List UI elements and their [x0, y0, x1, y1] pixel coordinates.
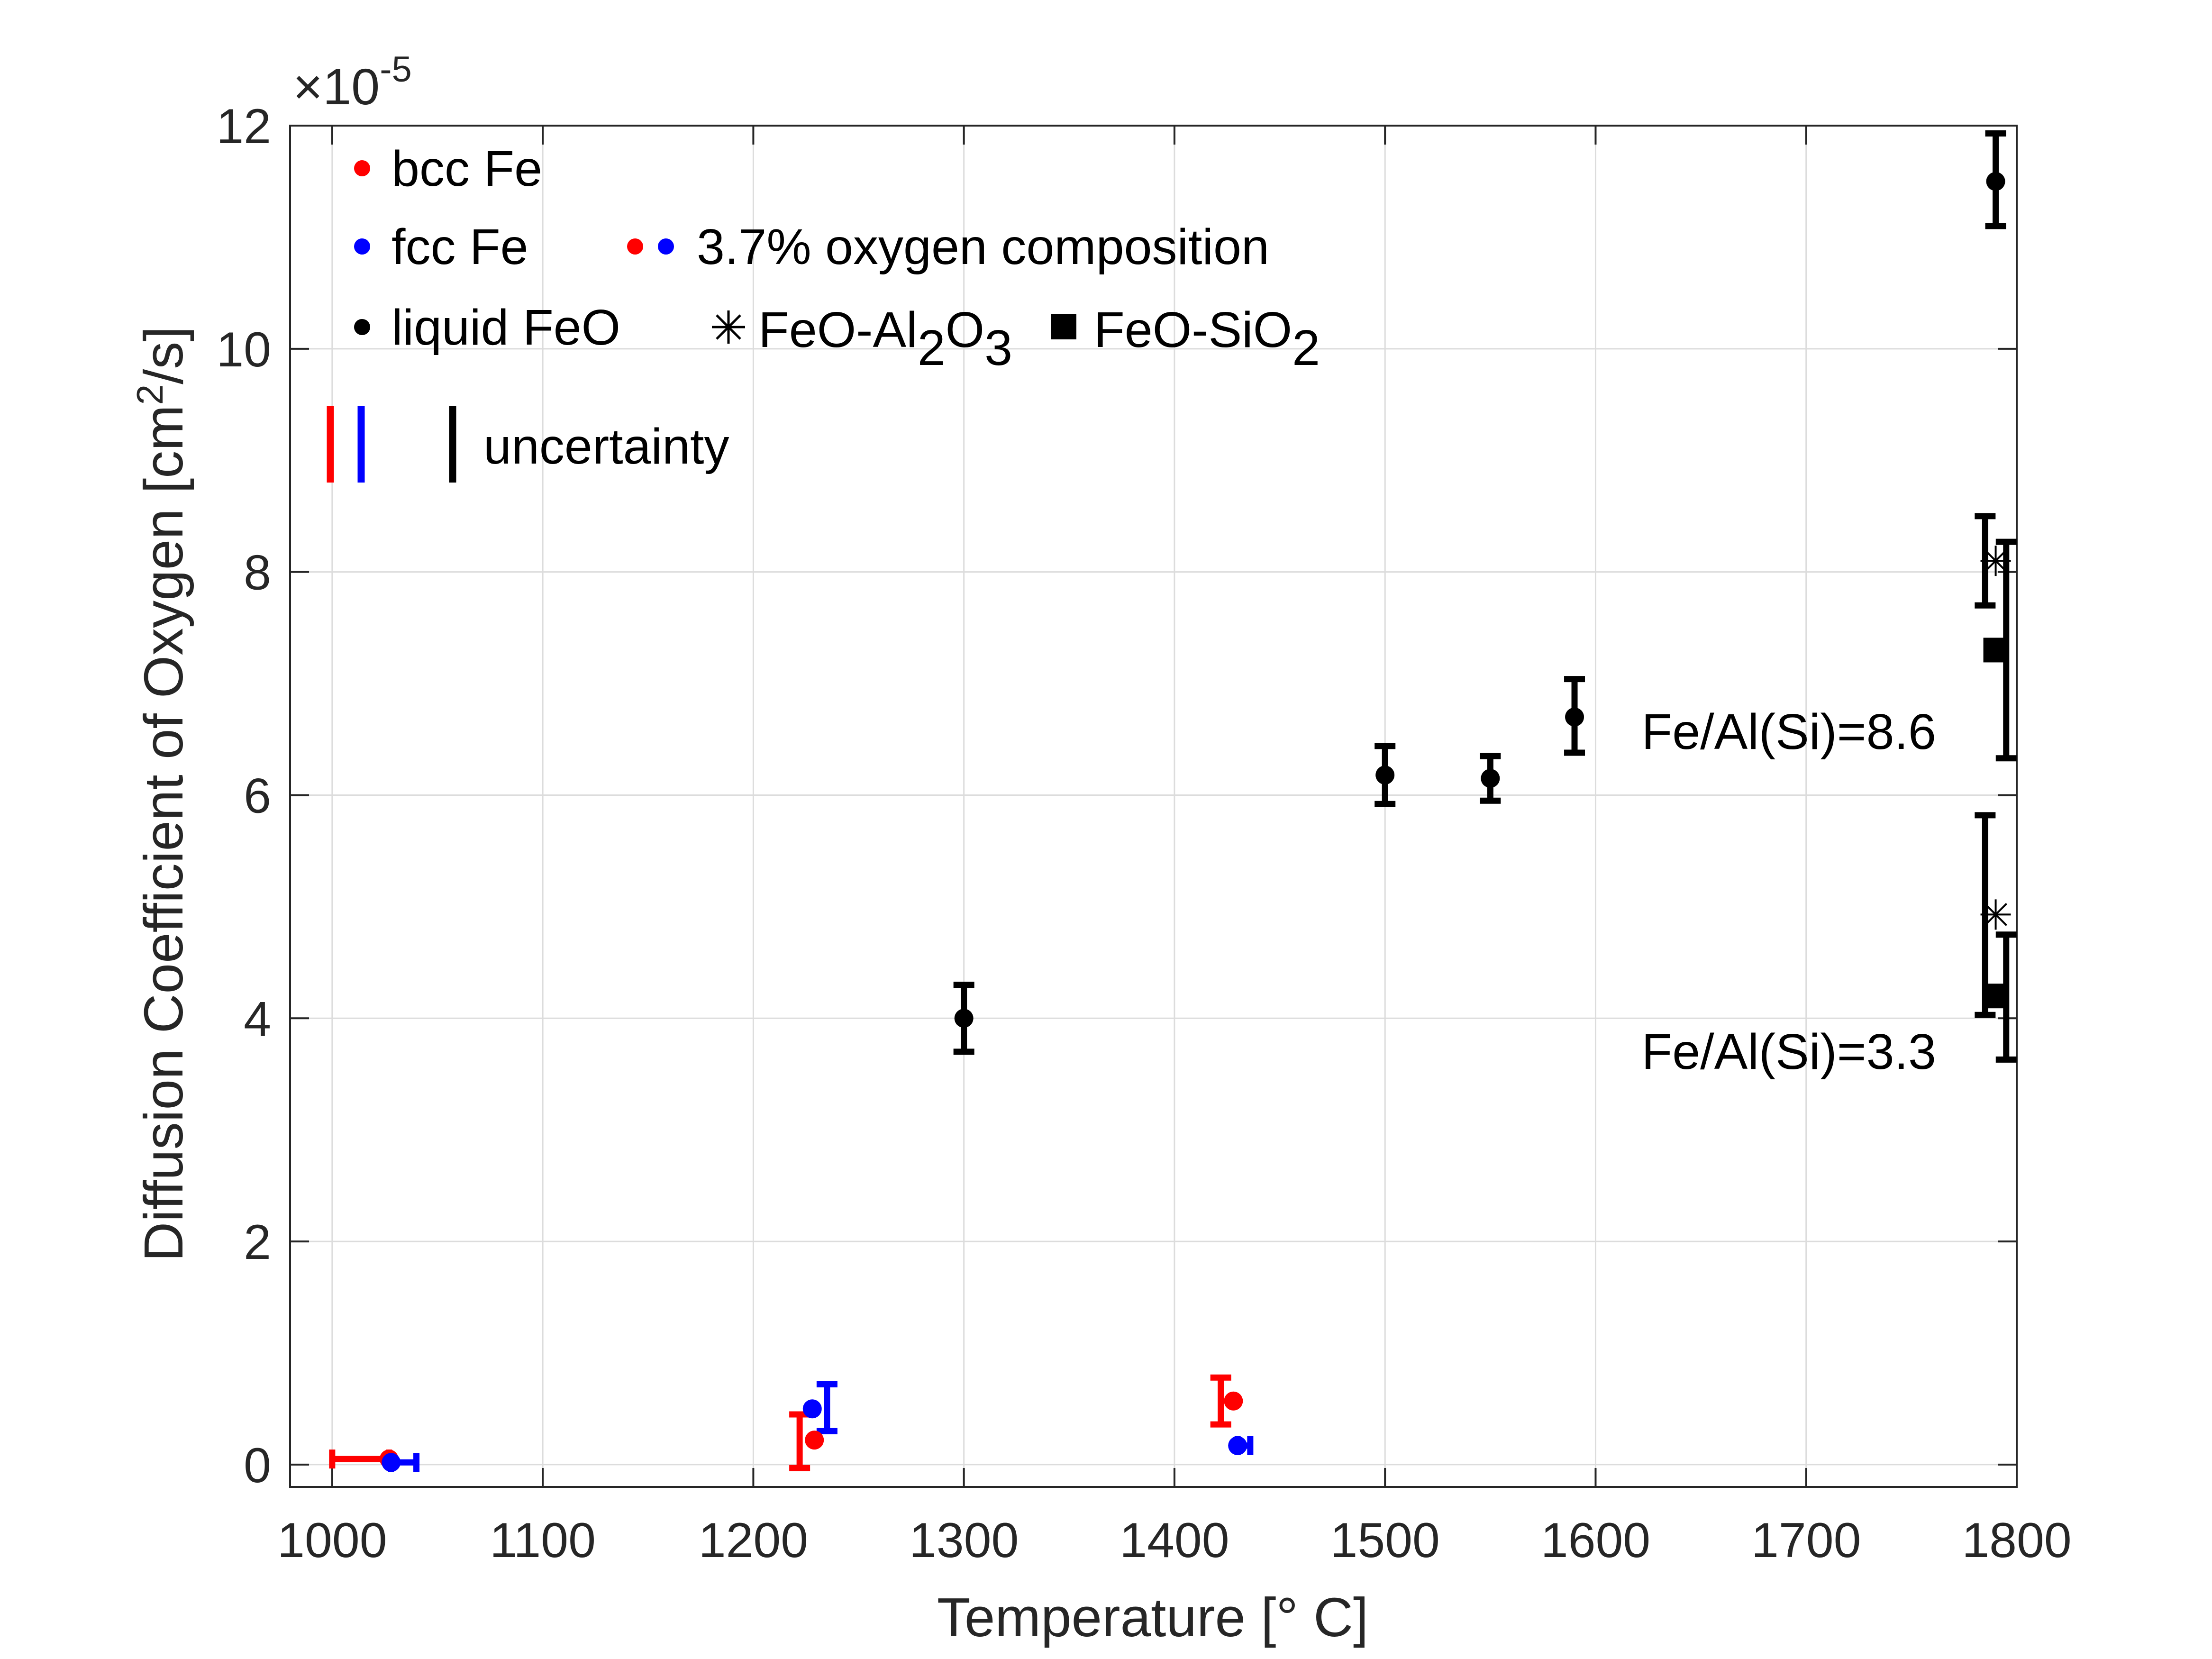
legend-bcc-label: bcc Fe [391, 141, 542, 197]
liquid-feo-point [954, 1009, 974, 1028]
ticks: 1000 1100 1200 1300 1400 1500 1600 1700 1800 0 2 4 6… [216, 99, 2071, 1568]
axes-box [289, 125, 2018, 1488]
x-tick-label: 1200 [699, 1513, 808, 1568]
legend-liquid-marker [354, 319, 370, 335]
y-tick-label: 6 [244, 768, 271, 823]
liquid-feo-point [1481, 769, 1500, 788]
feo-sio2-point [1983, 638, 2008, 663]
bcc-fe-point [805, 1431, 824, 1450]
y-tick-label: 12 [216, 99, 271, 154]
legend-composition-red-marker [627, 238, 643, 255]
x-tick-label: 1100 [490, 1513, 596, 1568]
legend: bcc Fe fcc Fe 3.7% oxygen composition li… [327, 141, 1320, 483]
feo-al2o3-point [1980, 899, 2011, 930]
legend-sio2-label: FeO-SiO2 [1094, 302, 1320, 376]
y-tick-label: 2 [244, 1215, 271, 1270]
fcc-fe-point [382, 1453, 401, 1472]
x-tick-label: 1000 [277, 1513, 387, 1568]
bcc-fe-point [1224, 1391, 1243, 1411]
legend-al2o3-label: FeO-Al2O3 [758, 302, 1012, 376]
legend-fcc-label: fcc Fe [391, 219, 528, 275]
legend-composition-blue-marker [658, 238, 674, 255]
data-marks [379, 172, 2011, 1472]
x-tick-label: 1700 [1751, 1513, 1861, 1568]
feo-sio2-point [1983, 984, 2008, 1009]
feo-al2o3-point-stroke [1984, 902, 2007, 926]
plot-area [290, 126, 2017, 1487]
x-tick-label: 1800 [1962, 1513, 2071, 1568]
x-tick-label: 1300 [909, 1513, 1019, 1568]
y-tick-label: 0 [244, 1438, 271, 1493]
legend-uncertainty-label: uncertainty [483, 419, 729, 474]
annotation-ratio-3-3: Fe/Al(Si)=3.3 [1641, 1024, 1936, 1080]
liquid-feo-point [1986, 172, 2005, 191]
y-exponent-label: ×10-5 [293, 49, 412, 115]
feo-al2o3-point [1980, 546, 2011, 576]
legend-square-icon [1051, 314, 1076, 339]
fcc-fe-point [1228, 1436, 1247, 1455]
liquid-feo-point [1375, 766, 1395, 785]
y-tick-label: 4 [244, 992, 271, 1047]
x-tick-label: 1600 [1541, 1513, 1650, 1568]
legend-composition-label: 3.7% oxygen composition [697, 219, 1269, 275]
x-tick-label: 1400 [1120, 1513, 1229, 1568]
y-tick-label: 10 [216, 322, 271, 377]
legend-asterisk-icon [712, 310, 745, 344]
x-axis-label: Temperature [° C] [937, 1586, 1368, 1648]
y-axis-label: Diffusion Coefficient of Oxygen [cm2/s] [129, 326, 194, 1261]
legend-bcc-marker [354, 160, 370, 176]
feo-al2o3-point-stroke [1984, 549, 2007, 573]
fcc-fe-point [802, 1399, 822, 1419]
y-tick-label: 8 [244, 546, 271, 601]
legend-fcc-marker [354, 238, 370, 255]
liquid-feo-point [1565, 707, 1584, 727]
annotation-ratio-8-6: Fe/Al(Si)=8.6 [1641, 704, 1936, 760]
x-tick-label: 1500 [1330, 1513, 1440, 1568]
legend-liquid-label: liquid FeO [391, 300, 620, 356]
